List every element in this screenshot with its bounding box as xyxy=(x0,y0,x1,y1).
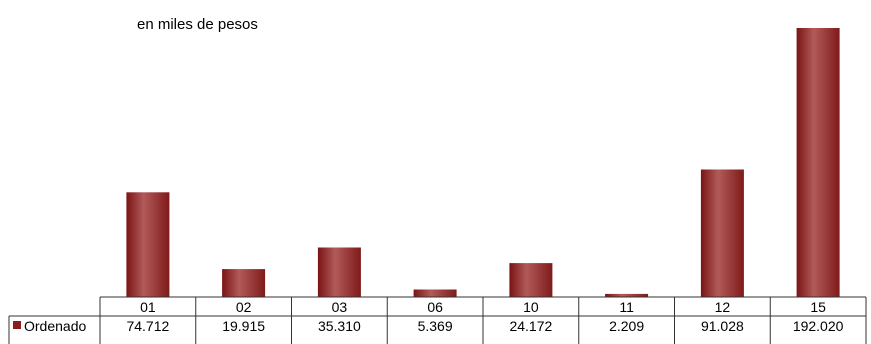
tick-label-12: 12 xyxy=(715,299,731,315)
bar-12 xyxy=(700,169,744,297)
legend-label: Ordenado xyxy=(24,318,86,334)
bar-10 xyxy=(509,263,553,297)
data-table: 01 74.712 02 19.915 03 35.310 06 5.369 10 24.172 1… xyxy=(8,296,867,344)
value-label-01: 74.712 xyxy=(126,318,169,334)
bar-15 xyxy=(796,28,840,297)
value-label-11: 2.209 xyxy=(609,318,644,334)
tick-label-15: 15 xyxy=(810,299,826,315)
tick-label-06: 06 xyxy=(427,299,443,315)
tick-label-11: 11 xyxy=(619,299,634,315)
value-label-15: 192.020 xyxy=(793,318,844,334)
tick-label-10: 10 xyxy=(523,299,539,315)
bar-11 xyxy=(605,293,649,297)
value-label-03: 35.310 xyxy=(318,318,361,334)
tick-label-02: 02 xyxy=(236,299,252,315)
bar-02 xyxy=(222,269,266,297)
value-label-02: 19.915 xyxy=(222,318,265,334)
bar-06 xyxy=(413,289,457,297)
legend-swatch xyxy=(13,321,21,329)
bars-group xyxy=(126,28,840,297)
value-label-10: 24.172 xyxy=(509,318,552,334)
value-label-06: 5.369 xyxy=(418,318,453,334)
bar-01 xyxy=(126,192,170,297)
tick-label-03: 03 xyxy=(332,299,348,315)
bar-03 xyxy=(317,247,361,297)
value-label-12: 91.028 xyxy=(701,318,744,334)
chart-subtitle: en miles de pesos xyxy=(137,16,258,33)
tick-label-01: 01 xyxy=(140,299,156,315)
